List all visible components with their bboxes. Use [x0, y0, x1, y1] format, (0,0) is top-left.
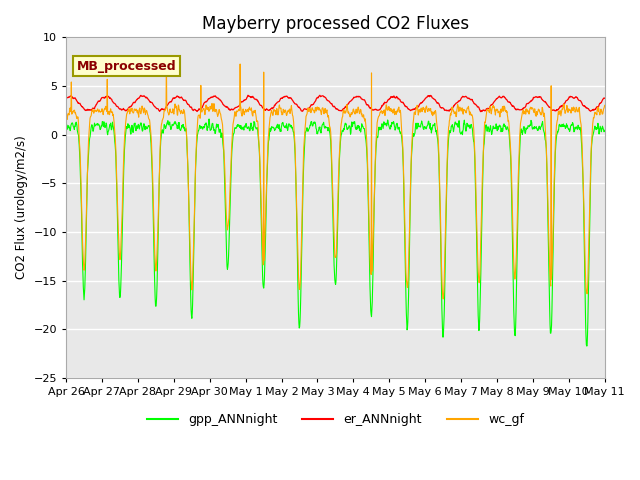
gpp_ANNnight: [205, 116, 213, 122]
gpp_ANNnight: [169, 122, 177, 128]
gpp_ANNnight: [182, 126, 189, 132]
wc_gf: [419, 105, 427, 110]
gpp_ANNnight: [243, 123, 250, 129]
gpp_ANNnight: [419, 125, 427, 131]
gpp_ANNnight: [583, 343, 591, 349]
gpp_ANNnight: [537, 123, 545, 129]
er_ANNnight: [316, 92, 324, 98]
er_ANNnight: [182, 98, 189, 104]
wc_gf: [170, 107, 177, 113]
wc_gf: [490, 105, 498, 110]
er_ANNnight: [538, 96, 545, 101]
wc_gf: [538, 111, 545, 117]
gpp_ANNnight: [490, 123, 497, 129]
gpp_ANNnight: [601, 127, 609, 133]
er_ANNnight: [243, 96, 250, 102]
wc_gf: [163, 57, 170, 63]
wc_gf: [62, 104, 70, 110]
gpp_ANNnight: [62, 120, 70, 126]
wc_gf: [601, 102, 609, 108]
er_ANNnight: [62, 96, 70, 101]
Text: MB_processed: MB_processed: [77, 60, 177, 72]
Y-axis label: CO2 Flux (urology/m2/s): CO2 Flux (urology/m2/s): [15, 136, 28, 279]
er_ANNnight: [169, 96, 177, 102]
wc_gf: [243, 109, 250, 115]
Line: er_ANNnight: er_ANNnight: [66, 95, 605, 112]
Line: wc_gf: wc_gf: [66, 60, 605, 299]
wc_gf: [440, 296, 447, 302]
Line: gpp_ANNnight: gpp_ANNnight: [66, 119, 605, 346]
Title: Mayberry processed CO2 Fluxes: Mayberry processed CO2 Fluxes: [202, 15, 469, 33]
er_ANNnight: [601, 95, 609, 101]
Legend: gpp_ANNnight, er_ANNnight, wc_gf: gpp_ANNnight, er_ANNnight, wc_gf: [141, 408, 529, 431]
er_ANNnight: [419, 98, 427, 104]
er_ANNnight: [490, 99, 498, 105]
wc_gf: [182, 127, 190, 132]
er_ANNnight: [477, 109, 484, 115]
